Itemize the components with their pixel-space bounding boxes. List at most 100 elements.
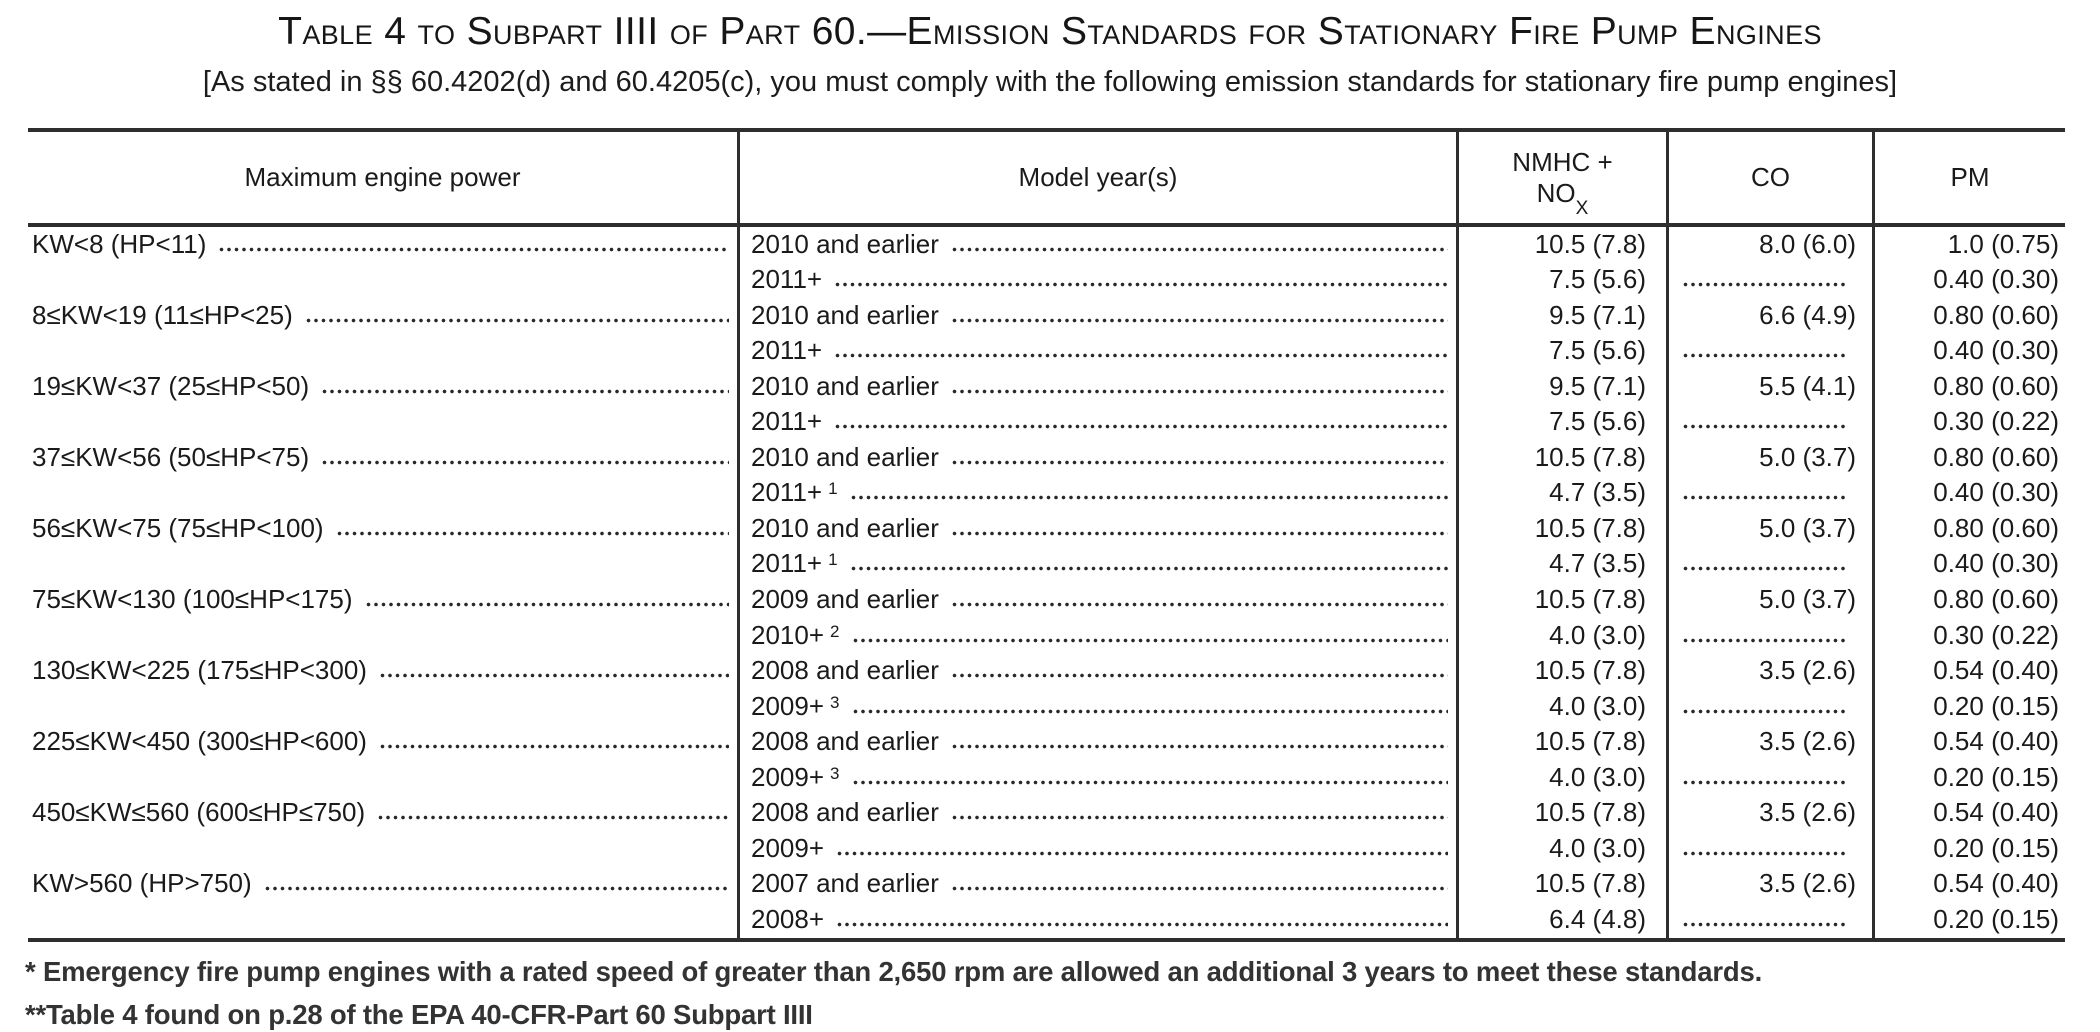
pm-value: 0.20 (0.15) — [1933, 903, 2059, 934]
dot-leader — [951, 886, 1448, 892]
dot-leader — [951, 815, 1448, 821]
co-value: 3.5 (2.6) — [1759, 726, 1856, 757]
model-year-label: 2009+ — [751, 690, 825, 721]
nmhc-nox-value: 10.5 (7.8) — [1534, 512, 1646, 543]
nmhc-nox-value: 4.7 (3.5) — [1549, 477, 1646, 508]
footnote-marker: 2 — [830, 621, 840, 641]
engine-power-cell: 19≤KW<37 (25≤HP<50) — [28, 369, 737, 405]
engine-power-cell: 130≤KW<225 (175≤HP<300) — [28, 654, 737, 690]
pm-value: 0.40 (0.30) — [1933, 548, 2059, 579]
table-body: KW<8 (HP<11) 2010 and earlier 10.5 (7.8) 8.… — [28, 227, 2065, 938]
pm-value-cell: 0.40 (0.30) — [1872, 546, 2065, 583]
table-row: 225≤KW<450 (300≤HP<600) 2008 and earlier 1… — [28, 724, 2065, 761]
dot-leader — [850, 495, 1448, 501]
pm-value-cell: 0.54 (0.40) — [1872, 795, 2065, 832]
dot-leader — [219, 246, 729, 252]
engine-power-cell — [28, 405, 737, 441]
pm-value: 0.40 (0.30) — [1933, 335, 2059, 366]
nmhc-nox-label: NMHC + NOX — [1512, 146, 1613, 218]
pm-value: 0.80 (0.60) — [1933, 584, 2059, 615]
nmhc-line1: NMHC + — [1512, 146, 1613, 177]
pm-value: 0.54 (0.40) — [1933, 868, 2059, 899]
dot-leader — [322, 459, 729, 465]
model-year-cell: 2010 and earlier — [737, 511, 1456, 547]
table-row: 2008+ 6.4 (4.8) 0.20 (0.15) — [28, 902, 2065, 938]
footnotes-block: * Emergency fire pump engines with a rat… — [25, 950, 1762, 1032]
nmhc-nox-value-cell: 10.5 (7.8) — [1456, 440, 1666, 476]
table-row: 37≤KW<56 (50≤HP<75) 2010 and earlier 10.5 … — [28, 440, 2065, 476]
nmhc-nox-value: 9.5 (7.1) — [1549, 299, 1646, 330]
pm-value-cell: 0.54 (0.40) — [1872, 653, 2065, 690]
column-header-nmhc-nox: NMHC + NOX — [1456, 132, 1666, 223]
table-row: 2009+ 3 4.0 (3.0) 0.20 (0.15) — [28, 760, 2065, 796]
table-header-row: Maximum engine power Model year(s) NMHC … — [28, 132, 2065, 227]
dot-leader — [852, 708, 1448, 714]
table-row: 75≤KW<130 (100≤HP<175) 2009 and earlier 10… — [28, 582, 2065, 619]
nmhc-nox-value: 4.0 (3.0) — [1549, 619, 1646, 650]
column-header-label: Model year(s) — [1018, 162, 1178, 192]
table-row: 2011+ 7.5 (5.6) 0.40 (0.30) — [28, 262, 2065, 299]
table-title: Table 4 to Subpart IIII of Part 60.—Emis… — [278, 10, 1822, 53]
table-row: 19≤KW<37 (25≤HP<50) 2010 and earlier 9.5 (… — [28, 369, 2065, 405]
pm-value-cell: 0.20 (0.15) — [1872, 902, 2065, 938]
model-year-label: 2008 and earlier — [751, 797, 939, 828]
table-subtitle: [As stated in §§ 60.4202(d) and 60.4205(… — [202, 66, 1898, 98]
nmhc-nox-value-cell: 9.5 (7.1) — [1456, 369, 1666, 405]
nmhc-nox-value: 10.5 (7.8) — [1534, 726, 1646, 757]
empty-cell-dots — [1683, 282, 1846, 288]
model-year-cell: 2011+ — [737, 333, 1456, 370]
nmhc-nox-value: 10.5 (7.8) — [1534, 868, 1646, 899]
engine-power-label: 75≤KW<130 (100≤HP<175) — [32, 584, 353, 615]
co-value: 8.0 (6.0) — [1759, 228, 1856, 259]
engine-power-label: KW>560 (HP>750) — [32, 868, 252, 899]
dot-leader — [837, 921, 1448, 927]
engine-power-label: 56≤KW<75 (75≤HP<100) — [32, 512, 324, 543]
pm-value-cell: 0.80 (0.60) — [1872, 582, 2065, 619]
dot-leader — [852, 637, 1448, 643]
table-row: 2011+ 1 4.7 (3.5) 0.40 (0.30) — [28, 546, 2065, 583]
co-value: 3.5 (2.6) — [1759, 868, 1856, 899]
model-year-label: 2011+ — [751, 477, 823, 508]
model-year-cell: 2009+ 3 — [737, 760, 1456, 796]
engine-power-cell — [28, 831, 737, 867]
model-year-label: 2008 and earlier — [751, 655, 939, 686]
engine-power-label: KW<8 (HP<11) — [32, 228, 207, 259]
co-value-cell: 5.0 (3.7) — [1666, 440, 1872, 476]
engine-power-cell — [28, 476, 737, 512]
footnote-source: **Table 4 found on p.28 of the EPA 40-CF… — [25, 999, 813, 1030]
table-row: 2009+ 3 4.0 (3.0) 0.20 (0.15) — [28, 689, 2065, 725]
table-row: KW>560 (HP>750) 2007 and earlier 10.5 (7.8… — [28, 866, 2065, 903]
nmhc-nox-value: 10.5 (7.8) — [1534, 584, 1646, 615]
empty-cell-dots — [1683, 353, 1846, 359]
dot-leader — [951, 459, 1448, 465]
pm-value: 0.80 (0.60) — [1933, 441, 2059, 472]
model-year-label: 2010 and earlier — [751, 370, 939, 401]
pm-value-cell: 0.20 (0.15) — [1872, 689, 2065, 725]
pm-value-cell: 0.54 (0.40) — [1872, 724, 2065, 761]
empty-cell-dots — [1683, 779, 1846, 785]
nmhc-nox-value: 7.5 (5.6) — [1549, 335, 1646, 366]
nmhc-nox-value-cell: 7.5 (5.6) — [1456, 404, 1666, 441]
nmhc-nox-value-cell: 10.5 (7.8) — [1456, 511, 1666, 547]
model-year-cell: 2010 and earlier — [737, 440, 1456, 476]
co-value: 5.0 (3.7) — [1759, 584, 1856, 615]
nmhc-nox-value-cell: 10.5 (7.8) — [1456, 653, 1666, 690]
engine-power-cell — [28, 902, 737, 938]
co-value: 5.0 (3.7) — [1759, 512, 1856, 543]
dot-leader — [835, 424, 1448, 430]
dot-leader — [951, 744, 1448, 750]
table-row: 2010+ 2 4.0 (3.0) 0.30 (0.22) — [28, 618, 2065, 654]
emission-standards-table: Maximum engine power Model year(s) NMHC … — [28, 128, 2065, 942]
model-year-label: 2009+ — [751, 761, 825, 792]
co-value-cell — [1666, 689, 1872, 725]
table-row: 2009+ 4.0 (3.0) 0.20 (0.15) — [28, 831, 2065, 867]
column-header-co: CO — [1666, 132, 1872, 223]
model-year-cell: 2010 and earlier — [737, 369, 1456, 405]
nmhc-nox-value: 4.0 (3.0) — [1549, 832, 1646, 863]
nmhc-nox-value: 4.0 (3.0) — [1549, 690, 1646, 721]
nmhc-nox-value: 10.5 (7.8) — [1534, 655, 1646, 686]
nmhc-nox-value-cell: 10.5 (7.8) — [1456, 724, 1666, 761]
empty-cell-dots — [1683, 566, 1846, 572]
pm-value-cell: 0.54 (0.40) — [1872, 866, 2065, 903]
